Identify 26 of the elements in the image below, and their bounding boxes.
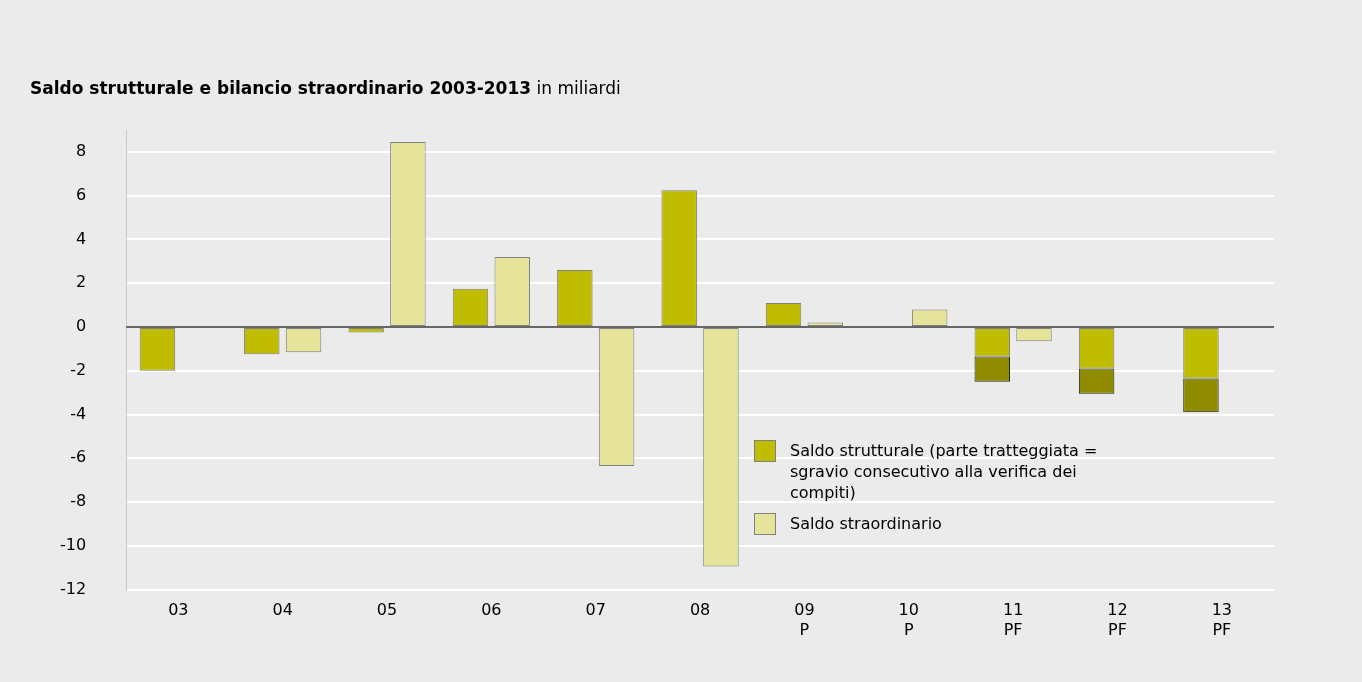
y-tick-label: 6 <box>75 184 87 204</box>
y-tick-label: 0 <box>75 316 87 336</box>
y-tick-label: -4 <box>70 403 87 423</box>
y-tick-label: -2 <box>70 359 87 379</box>
x-tick-label: 07 <box>585 600 606 620</box>
x-tick-label: 11 PF <box>1002 600 1024 639</box>
x-tick-label: 05 <box>376 600 398 620</box>
x-tick-label: 03 <box>168 600 189 620</box>
y-tick-label: 4 <box>75 228 87 248</box>
x-tick-label: 09 P <box>794 600 815 639</box>
x-tick-label: 12 PF <box>1107 600 1128 639</box>
chart-subtitle: in miliardi <box>536 78 621 98</box>
y-tick-label: 8 <box>75 141 87 161</box>
x-tick-label: 04 <box>272 600 293 620</box>
y-tick-label: 2 <box>75 272 87 292</box>
legend-label: Saldo straordinario <box>790 512 942 534</box>
x-tick-label: 10 P <box>898 600 919 639</box>
y-tick-label: -12 <box>59 578 87 598</box>
y-tick-label: -6 <box>70 447 87 467</box>
x-tick-label: 08 <box>689 600 711 620</box>
y-tick-label: -8 <box>70 491 87 511</box>
legend-label: Saldo strutturale (parte tratteggiata = sgravio consecutivo alla verifica dei compiti) <box>790 439 1099 503</box>
y-tick-label: -10 <box>59 534 87 554</box>
x-tick-label: 06 <box>481 600 502 620</box>
chart-title: Saldo strutturale e bilancio straordinario 2003-2013 <box>30 78 532 98</box>
x-tick-label: 13 PF <box>1211 600 1232 639</box>
